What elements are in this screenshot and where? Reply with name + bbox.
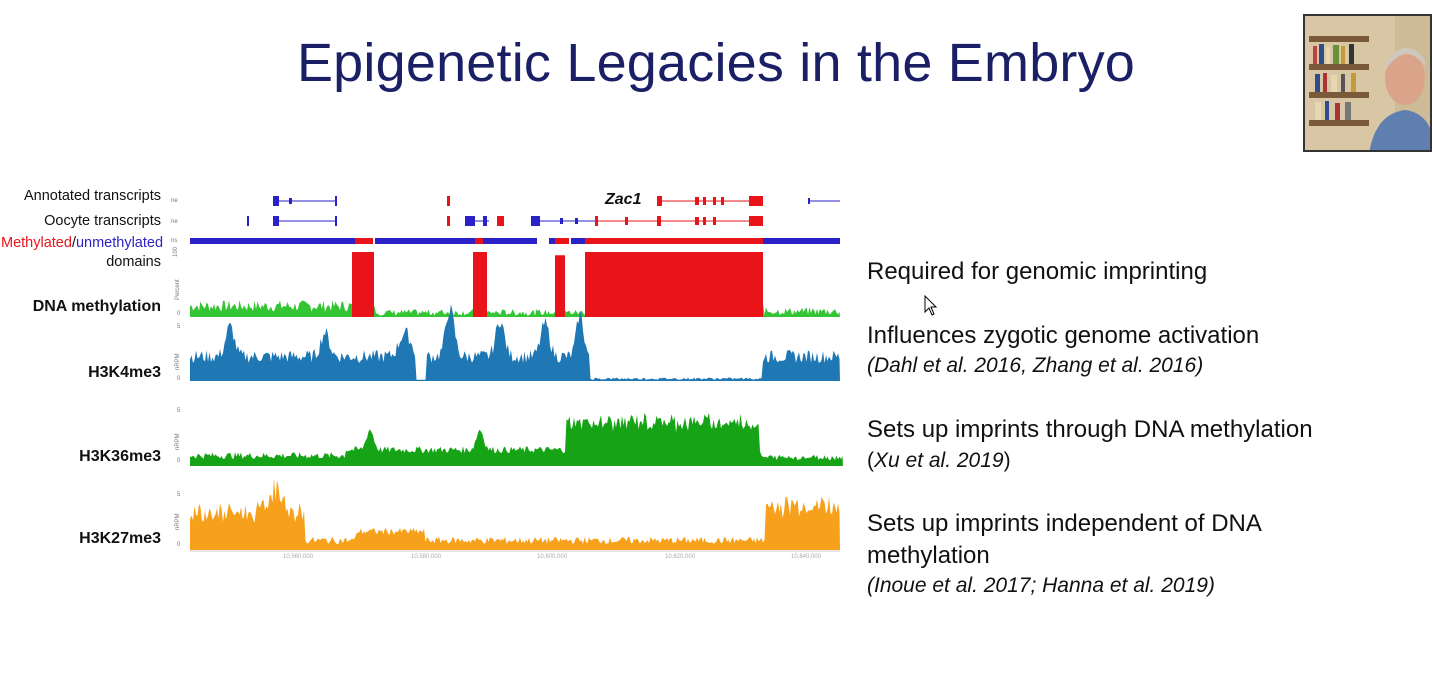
svg-text:nRPM: nRPM [175, 353, 181, 370]
genome-browser-figure: ne ne ns 100 Percent 0 5 nRPM 0 5 nRPM 0… [171, 191, 843, 560]
slide-title: Epigenetic Legacies in the Embryo [296, 33, 1136, 93]
svg-text:5: 5 [177, 492, 181, 498]
cite-close-paren: ) [1003, 449, 1011, 472]
bullet-4-citation: (Inoue et al. 2017; Hanna et al. 2019) [867, 574, 1215, 597]
track-label-h3k4me3: H3K4me3 [88, 364, 161, 381]
svg-text:nRPM: nRPM [175, 433, 181, 450]
bookshelf [1309, 36, 1369, 126]
svg-text:5: 5 [177, 408, 181, 414]
svg-text:ns: ns [171, 238, 177, 244]
methylated-block-3 [555, 255, 565, 317]
track-label-h3k27me3: H3K27me3 [79, 530, 161, 547]
methylation-domains-track [190, 238, 840, 244]
track-label-domains: domains [106, 254, 161, 270]
h3k36me3-signal [190, 412, 843, 466]
svg-text:ne: ne [171, 219, 178, 225]
svg-text:10,560,000: 10,560,000 [283, 554, 314, 560]
bullet-3: Sets up imprints through DNA methylation [867, 416, 1313, 443]
bullet-3-citation: (Xu et al. 2019) [867, 449, 1011, 473]
svg-text:10,620,000: 10,620,000 [665, 554, 696, 560]
svg-text:Percent: Percent [175, 279, 181, 300]
track-label-oocyte: Oocyte transcripts [44, 213, 161, 229]
bullet-1: Required for genomic imprinting [867, 258, 1208, 285]
svg-text:0: 0 [177, 458, 181, 464]
svg-text:0: 0 [177, 376, 181, 382]
bullet-4-line2: methylation [867, 542, 990, 569]
methylated-block-1 [352, 252, 374, 317]
svg-text:100: 100 [173, 246, 179, 257]
svg-text:0: 0 [177, 542, 181, 548]
h3k27me3-signal [190, 477, 840, 550]
webcam-image [1305, 16, 1430, 150]
bullet-2-citation: (Dahl et al. 2016, Zhang et al. 2016) [867, 354, 1204, 377]
mouse-cursor-icon [924, 295, 938, 316]
gene-label-zac1: Zac1 [604, 191, 642, 208]
signal-tracks [190, 252, 843, 550]
bullet-2: Influences zygotic genome activation [867, 322, 1260, 349]
svg-text:nRPM: nRPM [175, 513, 181, 530]
webcam-video-thumbnail[interactable] [1303, 14, 1432, 152]
h3k4me3-signal [190, 304, 840, 381]
track-label-h3k36me3: H3K36me3 [79, 448, 161, 465]
methylated-block-2 [473, 252, 487, 317]
track-scale-labels: ne ne ns 100 Percent 0 5 nRPM 0 5 nRPM 0… [171, 198, 181, 548]
track-label-meth-domains: Methylated/unmethylated [1, 235, 164, 251]
svg-text:10,580,000: 10,580,000 [411, 554, 442, 560]
svg-text:10,640,000: 10,640,000 [791, 554, 822, 560]
person [1369, 47, 1430, 150]
label-methylated: Methylated [1, 235, 72, 251]
label-sep: / [71, 235, 76, 251]
label-unmethylated: unmethylated [75, 235, 164, 251]
track-label-annotated: Annotated transcripts [23, 188, 161, 204]
track-label-dna-methylation: DNA methylation [32, 298, 161, 315]
svg-text:ne: ne [171, 198, 178, 204]
svg-text:5: 5 [177, 324, 181, 330]
methylated-block-4 [585, 252, 763, 317]
svg-text:10,600,000: 10,600,000 [537, 554, 568, 560]
cite-text: Xu et al. 2019 [874, 449, 1004, 472]
svg-text:0: 0 [177, 311, 181, 317]
coordinate-axis: 10,560,000 10,580,000 10,600,000 10,620,… [190, 550, 840, 560]
annotated-transcripts-track [273, 196, 840, 206]
bullet-4: Sets up imprints independent of DNA [867, 510, 1262, 537]
cite-open-paren: ( [867, 449, 874, 472]
oocyte-transcripts-track [247, 216, 763, 226]
